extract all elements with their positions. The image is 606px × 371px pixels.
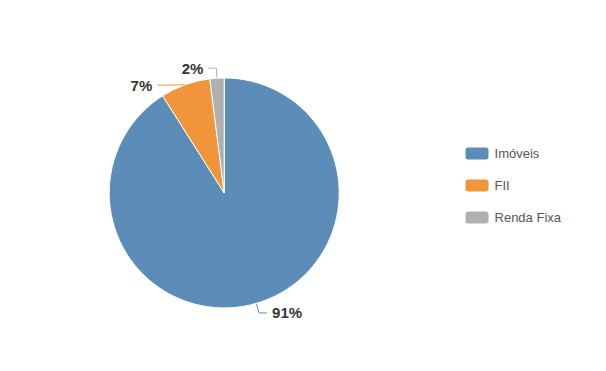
svg-text:91%: 91% (272, 304, 302, 321)
svg-text:FII: FII (495, 178, 510, 193)
svg-text:7%: 7% (131, 77, 153, 94)
svg-text:2%: 2% (182, 60, 204, 77)
svg-text:Imóveis: Imóveis (495, 146, 540, 161)
svg-text:Renda Fixa: Renda Fixa (495, 210, 562, 225)
